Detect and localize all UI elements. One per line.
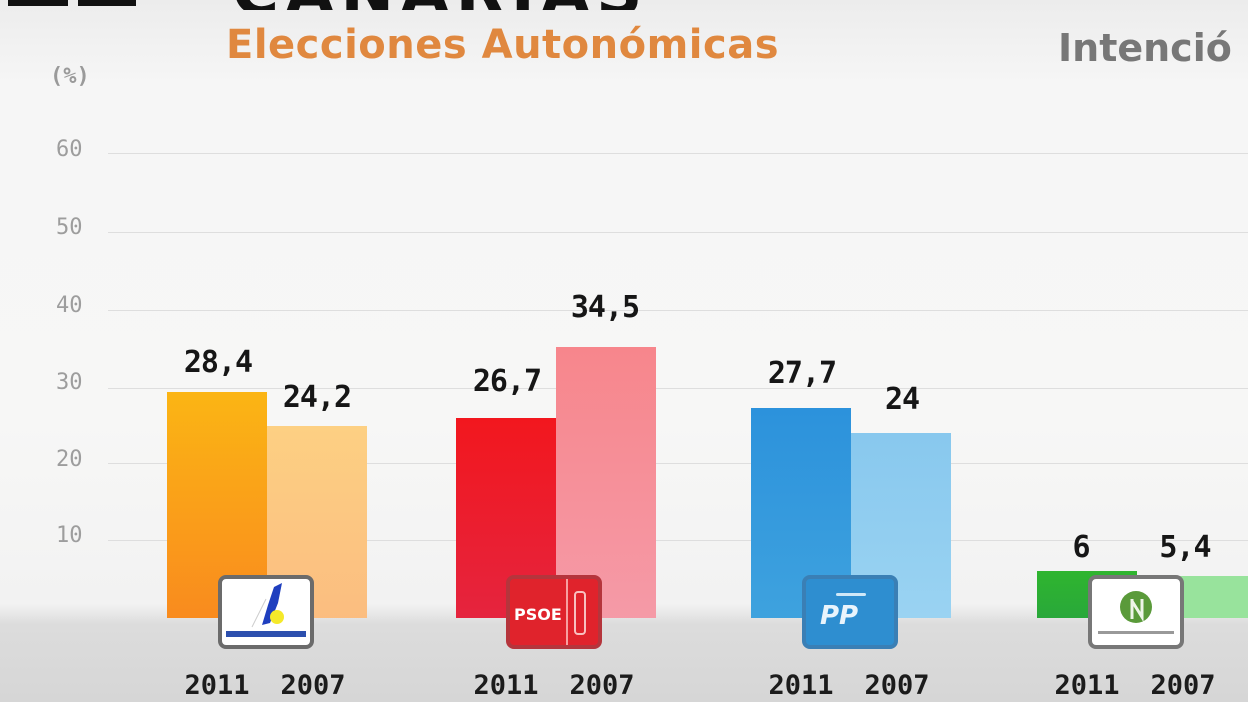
pp-logo-icon: PP xyxy=(802,575,898,649)
y-axis-unit: (%) xyxy=(50,64,90,89)
value-label-2011: 6 xyxy=(1072,530,1090,565)
chart-subtitle: Elecciones Autonómicas xyxy=(226,22,780,68)
value-label-2011: 26,7 xyxy=(472,364,542,399)
value-label-2007: 34,5 xyxy=(570,290,640,325)
channel-logo-block xyxy=(8,0,68,6)
value-label-2011: 28,4 xyxy=(183,345,253,380)
value-label-2011: 27,7 xyxy=(767,356,837,391)
y-tick: 50 xyxy=(56,215,83,240)
year-label-2007: 2007 xyxy=(864,670,930,701)
value-label-2007: 24,2 xyxy=(282,380,352,415)
intencion-title-cropped: Intenció xyxy=(1058,26,1232,70)
gridline xyxy=(108,232,1248,233)
gridline xyxy=(108,540,1248,541)
value-label-2007: 24 xyxy=(884,382,920,417)
nueva-canarias-logo-icon xyxy=(1088,575,1184,649)
year-label-2007: 2007 xyxy=(1150,670,1216,701)
year-label-2011: 2011 xyxy=(184,670,250,701)
y-tick: 20 xyxy=(56,447,83,472)
gridline xyxy=(108,463,1248,464)
pp-logo-text: PP xyxy=(820,601,859,631)
y-tick: 10 xyxy=(56,523,83,548)
channel-logo-block xyxy=(78,0,136,6)
psoe-logo-text: PSOE xyxy=(514,605,562,624)
y-tick: 60 xyxy=(56,137,83,162)
gridline xyxy=(108,310,1248,311)
coalicion-canaria-logo-icon xyxy=(218,575,314,649)
psoe-logo-icon: PSOE xyxy=(506,575,602,649)
headline-cropped: CANARIAS xyxy=(232,0,648,10)
year-label-2007: 2007 xyxy=(280,670,346,701)
y-tick: 40 xyxy=(56,293,83,318)
y-tick: 30 xyxy=(56,370,83,395)
year-label-2011: 2011 xyxy=(473,670,539,701)
gridline xyxy=(108,153,1248,154)
year-label-2007: 2007 xyxy=(569,670,635,701)
year-label-2011: 2011 xyxy=(1054,670,1120,701)
gridline xyxy=(108,388,1248,389)
value-label-2007: 5,4 xyxy=(1159,530,1211,565)
year-label-2011: 2011 xyxy=(768,670,834,701)
bar-2007 xyxy=(556,347,656,618)
